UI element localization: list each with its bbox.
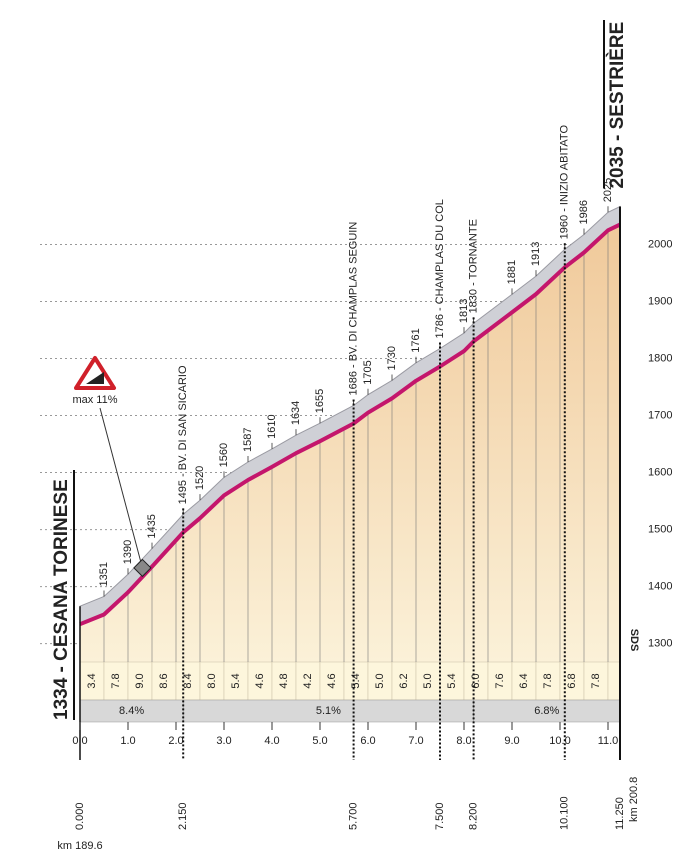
x-tick-label: 9.0 [504,735,519,747]
y-tick-label: 1500 [648,523,672,535]
waypoint-label: 1830 - TORNANTE [468,219,480,313]
waypoint-label: 1730 [386,346,398,370]
distance-label: 11.250 [614,797,626,830]
gradient-label: 6.0 [470,673,482,688]
gradient-label: 7.8 [542,673,554,688]
y-tick-label: 1800 [648,352,672,364]
distance-label: 5.700 [348,802,360,830]
x-tick-label: 6.0 [360,735,375,747]
start-km-label: km 189.6 [57,840,102,852]
max-point [133,558,152,578]
y-tick-label: 1400 [648,580,672,592]
waypoint-label: 1960 - INIZIO ABITATO [559,125,571,240]
distance-label: 0.000 [74,802,86,830]
gradient-label: 3.4 [86,673,98,688]
max-pointer [99,407,143,569]
waypoint-label: 1435 [146,514,158,538]
y-tick-label: 1900 [648,295,672,307]
waypoint-label: 1686 - BV. DI CHAMPLAS SEGUIN [348,222,360,396]
waypoint-label: 1913 [530,242,542,266]
gradient-cell [295,661,321,701]
y-tick-label: 1300 [648,638,672,650]
gradient-label: 4.6 [254,673,266,688]
gradient-cell [583,661,609,701]
gradient-cell [463,661,489,701]
gradient-label: 8.6 [158,673,170,688]
waypoint-label: 1587 [242,427,254,451]
waypoint-label: 1761 [410,328,422,352]
x-tick-label: 5.0 [312,735,327,747]
gradient-cell [367,661,393,701]
waypoint-label: 1610 [266,414,278,438]
waypoint-label: 1705 [362,360,374,384]
gradient-cell [439,661,465,701]
y-tick-label: 2000 [648,238,672,250]
x-tick-label: 1.0 [120,735,135,747]
gradient-cell [343,661,369,701]
waypoint-label: 1560 [218,443,230,467]
y-tick-label: 1700 [648,409,672,421]
gradient-cell [223,661,249,701]
waypoint-label: 1813 [458,299,470,323]
gradient-label: 7.8 [110,673,122,688]
waypoint-label: 1986 [578,200,590,224]
finish-km-label: km 200.8 [628,777,640,822]
gradient-label: 4.8 [278,673,290,688]
start-label: 1334 - CESANA TORINESE [51,479,72,720]
gradient-label: 9.0 [134,673,146,688]
profile-line [79,222,621,627]
distance-label: 2.150 [177,802,189,830]
gradient-label: 8.0 [206,673,218,688]
x-tick-label: 11.0 [598,735,619,747]
waypoint-label: 1634 [290,401,302,425]
gradient-cell-end [607,661,621,701]
x-tick-label: 4.0 [264,735,279,747]
gradient-label: 7.8 [590,673,602,688]
distance-label: 7.500 [434,802,446,830]
finish-label: 2035 - SESTRIÈRE [606,22,628,189]
gradient-cell [247,661,273,701]
x-tick-label: 10.0 [549,735,570,747]
x-tick-label: 8.0 [456,735,471,747]
gradient-label: 6.4 [518,673,530,688]
waypoint-label: 1520 [194,466,206,490]
max-icon [74,356,116,390]
waypoint-label: 1655 [314,389,326,413]
waypoint-label: 1390 [122,540,134,564]
gradient-label: 5.4 [350,673,362,688]
average-gradient-label: 5.1% [316,705,341,717]
logo: SDS [628,629,640,652]
waypoint-label: 1881 [506,260,518,284]
gradient-label: 5.4 [446,673,458,688]
distance-label: 8.200 [468,802,480,830]
gradient-label: 4.2 [302,673,314,688]
distance-label: 10.100 [559,796,571,830]
max-label: max 11% [72,394,117,406]
gradient-label: 8.4 [182,673,194,688]
gradient-label: 5.4 [230,673,242,688]
gradient-cell [319,661,345,701]
average-gradient-label: 8.4% [119,705,144,717]
gradient-label: 6.2 [398,673,410,688]
x-tick-label: 3.0 [216,735,231,747]
average-gradient-label: 6.8% [534,705,559,717]
gradient-label: 4.6 [326,673,338,688]
x-tick-label: 2.0 [168,735,183,747]
waypoint-label: 1786 - CHAMPLAS DU COL [434,199,446,338]
x-tick-label: 0.0 [72,735,87,747]
gradient-label: 5.0 [422,673,434,688]
max-icon-slope [86,372,104,384]
gradient-label: 6.8 [566,673,578,688]
gradient-label: 7.6 [494,673,506,688]
gradient-cell [271,661,297,701]
gradient-label: 5.0 [374,673,386,688]
y-tick-label: 1600 [648,466,672,478]
waypoint-label: 1351 [98,562,110,586]
waypoint-label: 1495 - BV. DI SAN SICARIO [177,365,189,504]
x-tick-label: 7.0 [408,735,423,747]
